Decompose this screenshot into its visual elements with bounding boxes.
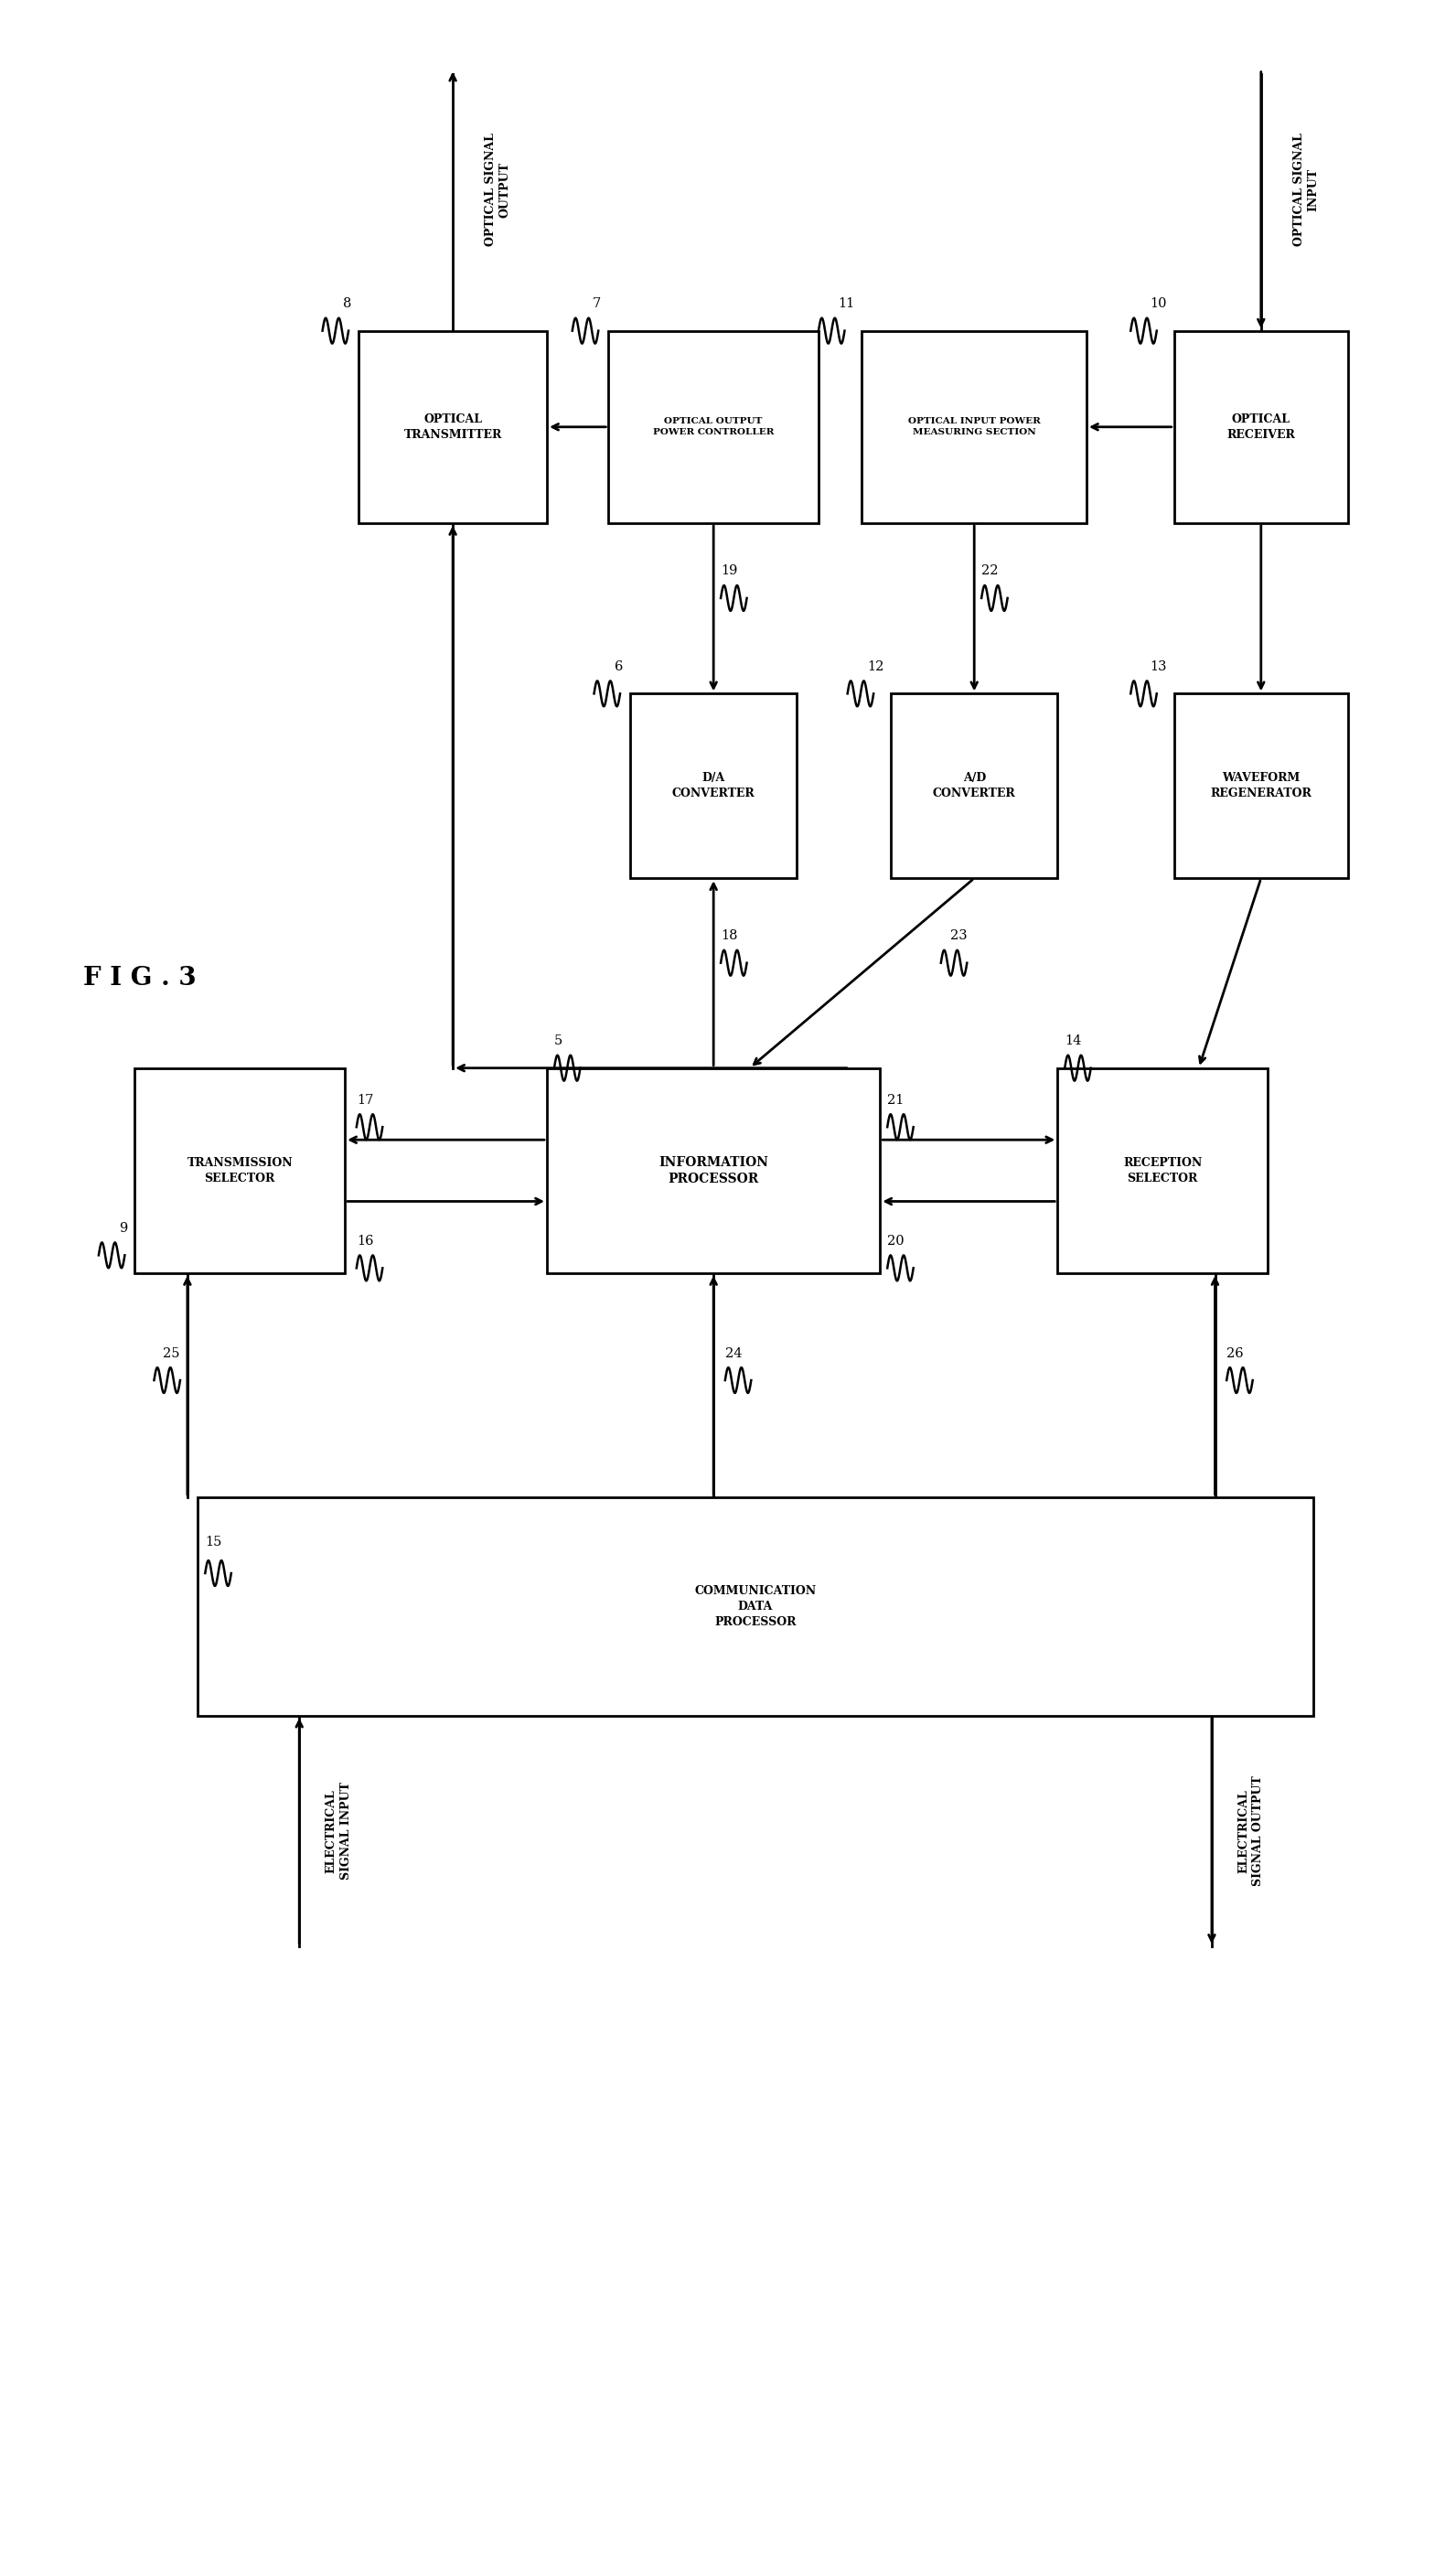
- Text: 16: 16: [357, 1235, 373, 1247]
- Text: 19: 19: [721, 566, 738, 579]
- Text: 7: 7: [593, 298, 601, 311]
- Text: 12: 12: [866, 661, 884, 674]
- Text: 5: 5: [555, 1034, 562, 1047]
- Text: F I G . 3: F I G . 3: [83, 967, 197, 990]
- Text: A/D
CONVERTER: A/D CONVERTER: [933, 772, 1016, 800]
- Text: COMMUNICATION
DATA
PROCESSOR: COMMUNICATION DATA PROCESSOR: [695, 1584, 817, 1628]
- Text: OPTICAL
RECEIVER: OPTICAL RECEIVER: [1227, 414, 1296, 440]
- Text: 21: 21: [887, 1093, 904, 1106]
- Text: ELECTRICAL
SIGNAL INPUT: ELECTRICAL SIGNAL INPUT: [325, 1782, 352, 1880]
- Text: 14: 14: [1064, 1034, 1082, 1047]
- Bar: [1174, 332, 1348, 522]
- Text: OPTICAL SIGNAL
OUTPUT: OPTICAL SIGNAL OUTPUT: [485, 134, 511, 247]
- Text: 9: 9: [119, 1222, 128, 1235]
- Text: 11: 11: [839, 298, 855, 311]
- Text: INFORMATION
PROCESSOR: INFORMATION PROCESSOR: [658, 1155, 769, 1186]
- Text: TRANSMISSION
SELECTOR: TRANSMISSION SELECTOR: [186, 1157, 293, 1183]
- Bar: [1057, 1067, 1268, 1273]
- Text: 18: 18: [721, 928, 738, 941]
- Text: D/A
CONVERTER: D/A CONVERTER: [673, 772, 756, 800]
- Bar: [358, 332, 547, 522]
- Text: 6: 6: [614, 661, 623, 674]
- Bar: [862, 332, 1086, 522]
- Text: OPTICAL SIGNAL
INPUT: OPTICAL SIGNAL INPUT: [1293, 134, 1319, 247]
- Text: 15: 15: [205, 1535, 221, 1548]
- Bar: [1174, 694, 1348, 877]
- Text: 23: 23: [949, 928, 967, 941]
- Text: 25: 25: [163, 1348, 181, 1361]
- Text: 17: 17: [357, 1093, 373, 1106]
- Text: 10: 10: [1150, 298, 1166, 311]
- Bar: [891, 694, 1057, 877]
- Bar: [135, 1067, 345, 1273]
- Text: OPTICAL INPUT POWER
MEASURING SECTION: OPTICAL INPUT POWER MEASURING SECTION: [909, 417, 1041, 437]
- Text: OPTICAL OUTPUT
POWER CONTROLLER: OPTICAL OUTPUT POWER CONTROLLER: [652, 417, 775, 437]
- Bar: [630, 694, 796, 877]
- Text: 22: 22: [981, 566, 999, 579]
- Text: 20: 20: [887, 1235, 904, 1247]
- Text: ELECTRICAL
SIGNAL OUTPUT: ELECTRICAL SIGNAL OUTPUT: [1238, 1775, 1264, 1885]
- Text: 24: 24: [725, 1348, 743, 1361]
- Text: RECEPTION
SELECTOR: RECEPTION SELECTOR: [1123, 1157, 1203, 1183]
- Text: WAVEFORM
REGENERATOR: WAVEFORM REGENERATOR: [1210, 772, 1312, 800]
- Bar: [198, 1497, 1313, 1716]
- Bar: [609, 332, 818, 522]
- Text: 8: 8: [342, 298, 351, 311]
- Text: 26: 26: [1226, 1348, 1243, 1361]
- Text: 13: 13: [1150, 661, 1166, 674]
- Text: OPTICAL
TRANSMITTER: OPTICAL TRANSMITTER: [403, 414, 502, 440]
- Bar: [547, 1067, 879, 1273]
